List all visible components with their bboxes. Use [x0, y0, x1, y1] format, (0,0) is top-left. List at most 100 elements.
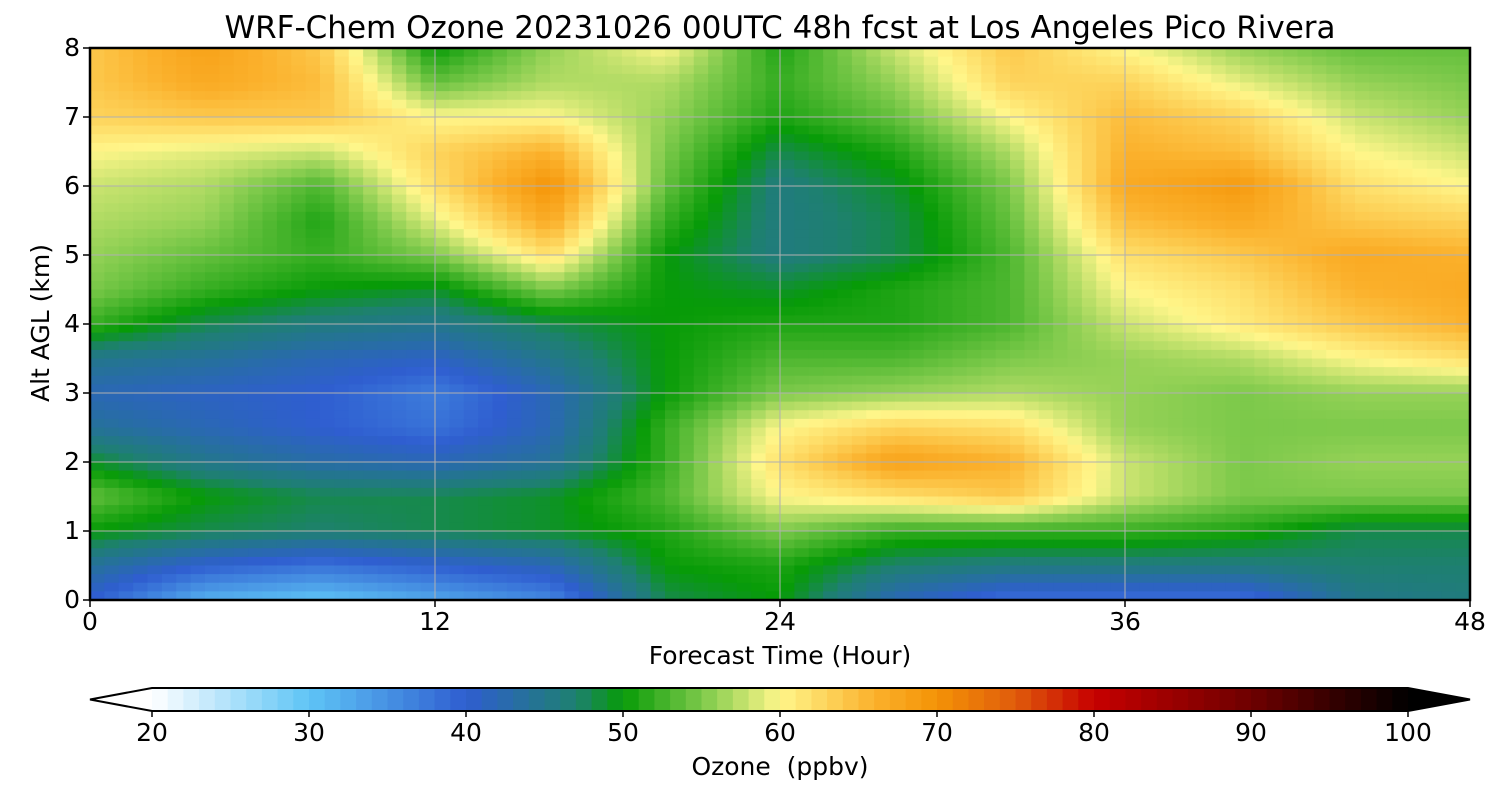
heatmap-cell: [1298, 212, 1313, 221]
heatmap-cell: [1068, 315, 1083, 324]
heatmap-cell: [90, 169, 105, 178]
heatmap-cell: [191, 307, 206, 316]
heatmap-cell: [320, 488, 335, 497]
heatmap-cell: [780, 134, 795, 143]
heatmap-cell: [924, 100, 939, 109]
heatmap-cell: [579, 91, 594, 100]
heatmap-cell: [148, 419, 163, 428]
heatmap-cell: [608, 117, 623, 126]
heatmap-cell: [766, 307, 781, 316]
heatmap-cell: [823, 212, 838, 221]
heatmap-cell: [277, 341, 292, 350]
heatmap-cell: [334, 212, 349, 221]
heatmap-cell: [881, 350, 896, 359]
heatmap-cell: [1082, 281, 1097, 290]
heatmap-cell: [1456, 376, 1471, 385]
heatmap-cell: [133, 479, 148, 488]
heatmap-cell: [234, 436, 249, 445]
heatmap-cell: [1369, 238, 1384, 247]
heatmap-cell: [1068, 143, 1083, 152]
heatmap-cell: [866, 212, 881, 221]
heatmap-cell: [708, 307, 723, 316]
heatmap-cell: [809, 238, 824, 247]
heatmap-cell: [766, 246, 781, 255]
heatmap-cell: [996, 221, 1011, 230]
heatmap-cell: [981, 324, 996, 333]
heatmap-cell: [219, 246, 234, 255]
heatmap-cell: [1183, 307, 1198, 316]
heatmap-cell: [435, 117, 450, 126]
heatmap-cell: [1283, 169, 1298, 178]
heatmap-cell: [550, 462, 565, 471]
heatmap-cell: [191, 74, 206, 83]
heatmap-cell: [996, 445, 1011, 454]
heatmap-cell: [1341, 83, 1356, 92]
heatmap-cell: [938, 341, 953, 350]
heatmap-cell: [1427, 195, 1442, 204]
heatmap-cell: [866, 143, 881, 152]
heatmap-cell: [1053, 74, 1068, 83]
heatmap-cell: [953, 428, 968, 437]
heatmap-cell: [248, 74, 263, 83]
heatmap-cell: [536, 402, 551, 411]
heatmap-cell: [967, 264, 982, 273]
heatmap-cell: [1211, 324, 1226, 333]
heatmap-cell: [766, 471, 781, 480]
heatmap-cell: [320, 195, 335, 204]
heatmap-cell: [162, 290, 177, 299]
heatmap-cell: [694, 341, 709, 350]
heatmap-cell: [435, 160, 450, 169]
heatmap-cell: [1197, 160, 1212, 169]
heatmap-cell: [1384, 246, 1399, 255]
heatmap-cell: [421, 91, 436, 100]
heatmap-cell: [1211, 393, 1226, 402]
heatmap-cell: [996, 195, 1011, 204]
heatmap-cell: [794, 384, 809, 393]
heatmap-cell: [263, 359, 278, 368]
heatmap-cell: [406, 324, 421, 333]
heatmap-cell: [1139, 255, 1154, 264]
heatmap-cell: [1226, 384, 1241, 393]
heatmap-cell: [1111, 195, 1126, 204]
heatmap-cell: [392, 445, 407, 454]
heatmap-cell: [363, 126, 378, 135]
heatmap-cell: [924, 91, 939, 100]
heatmap-cell: [852, 376, 867, 385]
heatmap-cell: [1456, 428, 1471, 437]
heatmap-cell: [219, 221, 234, 230]
heatmap-cell: [1456, 281, 1471, 290]
heatmap-cell: [349, 83, 364, 92]
heatmap-cell: [751, 152, 766, 161]
heatmap-cell: [234, 246, 249, 255]
heatmap-cell: [809, 100, 824, 109]
heatmap-cell: [996, 488, 1011, 497]
heatmap-cell: [679, 160, 694, 169]
heatmap-cell: [550, 333, 565, 342]
heatmap-cell: [263, 290, 278, 299]
heatmap-cell: [378, 264, 393, 273]
heatmap-cell: [493, 350, 508, 359]
heatmap-cell: [924, 221, 939, 230]
heatmap-cell: [579, 333, 594, 342]
heatmap-cell: [852, 428, 867, 437]
heatmap-cell: [277, 100, 292, 109]
heatmap-cell: [1298, 436, 1313, 445]
heatmap-cell: [1427, 471, 1442, 480]
heatmap-cell: [1139, 186, 1154, 195]
heatmap-cell: [967, 462, 982, 471]
heatmap-cell: [1068, 229, 1083, 238]
heatmap-cell: [521, 471, 536, 480]
heatmap-cell: [334, 65, 349, 74]
heatmap-cell: [263, 462, 278, 471]
heatmap-cell: [191, 57, 206, 66]
heatmap-cell: [651, 108, 666, 117]
heatmap-cell: [1183, 479, 1198, 488]
heatmap-cell: [981, 315, 996, 324]
heatmap-cell: [593, 108, 608, 117]
heatmap-cell: [1298, 393, 1313, 402]
heatmap-cell: [823, 298, 838, 307]
heatmap-cell: [723, 143, 738, 152]
heatmap-cell: [809, 152, 824, 161]
heatmap-cell: [866, 108, 881, 117]
heatmap-cell: [852, 350, 867, 359]
